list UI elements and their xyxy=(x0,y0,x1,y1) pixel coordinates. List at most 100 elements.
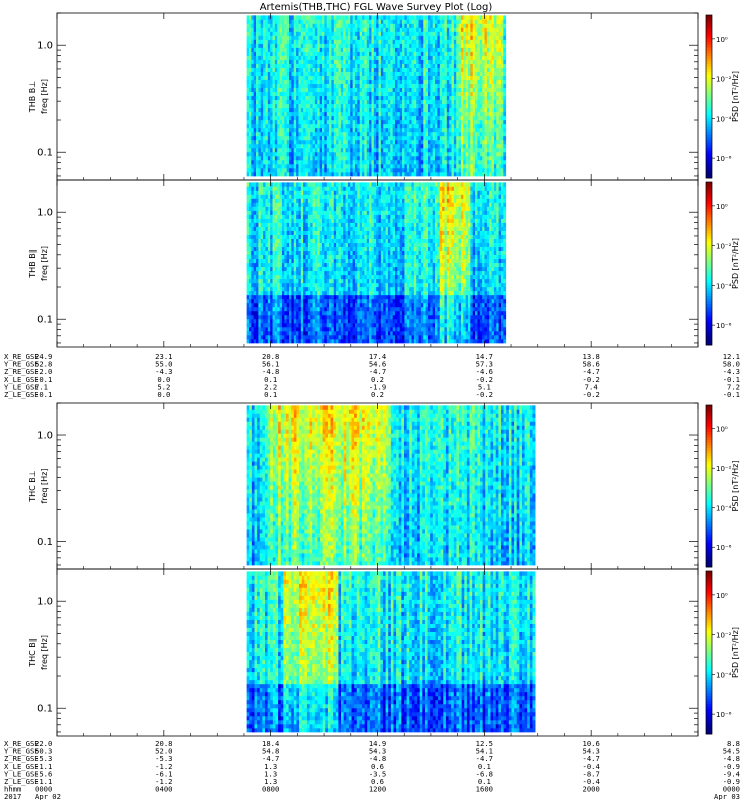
spectrogram-cell xyxy=(411,80,414,84)
y-tick-label: 0.1 xyxy=(37,148,53,159)
spectrogram-cell xyxy=(303,120,306,124)
spectrogram-cell xyxy=(280,120,283,124)
spectrogram-cell xyxy=(256,43,259,47)
spectrogram-cell xyxy=(426,108,429,112)
spectrogram-cell xyxy=(327,124,330,128)
spectrogram-cell xyxy=(496,116,499,120)
spectrogram-cell xyxy=(411,112,414,116)
spectrogram-cell xyxy=(265,23,268,27)
spectrogram-cell xyxy=(296,60,299,64)
spectrogram-cell xyxy=(364,72,367,76)
spectrogram-cell xyxy=(485,72,488,76)
colorbar-step xyxy=(706,42,712,45)
spectrogram-cell xyxy=(416,31,419,35)
spectrogram-cell xyxy=(459,144,462,148)
spectrogram-cell xyxy=(317,39,320,43)
spectrogram-cell xyxy=(468,43,471,47)
spectrogram-cell xyxy=(466,88,469,92)
spectrogram-cell xyxy=(310,140,313,144)
spectrogram-cell xyxy=(485,168,488,172)
spectrogram-cell xyxy=(338,132,341,136)
spectrogram-cell xyxy=(334,68,337,72)
spectrogram-cell xyxy=(494,100,497,104)
spectrogram-cell xyxy=(423,132,426,136)
spectrogram-cell xyxy=(489,152,492,156)
spectrogram-cell xyxy=(499,52,502,56)
spectrogram-cell xyxy=(367,39,370,43)
spectrogram-cell xyxy=(407,60,410,64)
spectrogram-cell xyxy=(466,92,469,96)
spectrogram-cell xyxy=(423,140,426,144)
spectrogram-cell xyxy=(251,160,254,164)
spectrogram-cell xyxy=(360,172,363,176)
spectrogram-cell xyxy=(338,19,341,23)
spectrogram-cell xyxy=(395,31,398,35)
colorbar-thb_bperp: 10⁻⁶10⁻⁴10⁻²10⁰PSD [nT²/Hz] xyxy=(706,15,740,178)
spectrogram-cell xyxy=(275,140,278,144)
spectrogram-cell xyxy=(317,144,320,148)
spectrogram-cell xyxy=(376,124,379,128)
spectrogram-cell xyxy=(254,327,257,331)
spectrogram-cell xyxy=(362,31,365,35)
spectrogram-cell xyxy=(414,60,417,64)
spectrogram-cell xyxy=(381,88,384,92)
spectrogram-cell xyxy=(477,128,480,132)
spectrogram-cell xyxy=(466,108,469,112)
spectrogram-cell xyxy=(265,263,268,267)
spectrogram-cell xyxy=(477,132,480,136)
spectrogram-cell xyxy=(357,140,360,144)
spectrogram-cell xyxy=(310,128,313,132)
spectrogram-cell xyxy=(322,88,325,92)
spectrogram-cell xyxy=(336,100,339,104)
spectrogram-cell xyxy=(435,148,438,152)
spectrogram-cell xyxy=(313,43,316,47)
spectrogram-cell xyxy=(357,124,360,128)
spectrogram-cell xyxy=(503,88,506,92)
spectrogram-cell xyxy=(364,27,367,31)
spectrogram-cell xyxy=(485,88,488,92)
spectrogram-cell xyxy=(407,52,410,56)
spectrogram-cell xyxy=(503,80,506,84)
spectrogram-cell xyxy=(501,120,504,124)
spectrogram-cell xyxy=(492,88,495,92)
spectrogram-cell xyxy=(376,116,379,120)
spectrogram-cell xyxy=(414,23,417,27)
spectrogram-cell xyxy=(249,202,252,206)
spectrogram-cell xyxy=(437,52,440,56)
spectrogram-cell xyxy=(268,152,271,156)
spectrogram-cell xyxy=(270,279,273,283)
spectrogram-cell xyxy=(379,136,382,140)
spectrogram-cell xyxy=(265,299,268,303)
spectrogram-cell xyxy=(485,160,488,164)
spectrogram-cell xyxy=(487,64,490,68)
spectrogram-cell xyxy=(459,52,462,56)
spectrogram-cell xyxy=(343,128,346,132)
spectrogram-cell xyxy=(430,104,433,108)
spectrogram-cell xyxy=(254,168,257,172)
spectrogram-cell xyxy=(477,19,480,23)
spectrogram-cell xyxy=(251,283,254,287)
spectrogram-cell xyxy=(256,299,259,303)
spectrogram-cell xyxy=(251,132,254,136)
spectrogram-cell xyxy=(298,19,301,23)
spectrogram-cell xyxy=(419,48,422,52)
spectrogram-cell xyxy=(320,19,323,23)
spectrogram-cell xyxy=(466,148,469,152)
spectrogram-cell xyxy=(444,136,447,140)
spectrogram-cell xyxy=(437,88,440,92)
spectrogram-cell xyxy=(489,19,492,23)
spectrogram-cell xyxy=(475,108,478,112)
spectrogram-cell xyxy=(421,19,424,23)
colorbar-tick-label: 10⁰ xyxy=(716,36,728,44)
spectrogram-cell xyxy=(348,160,351,164)
spectrogram-cell xyxy=(501,132,504,136)
spectrogram-cell xyxy=(416,128,419,132)
spectrogram-cell xyxy=(353,56,356,60)
spectrogram-cell xyxy=(308,156,311,160)
spectrogram-cell xyxy=(334,152,337,156)
spectrogram-cell xyxy=(395,96,398,100)
spectrogram-cell xyxy=(374,72,377,76)
spectrogram-cell xyxy=(247,235,250,239)
spectrogram-cell xyxy=(256,219,259,223)
spectrogram-cell xyxy=(249,299,252,303)
